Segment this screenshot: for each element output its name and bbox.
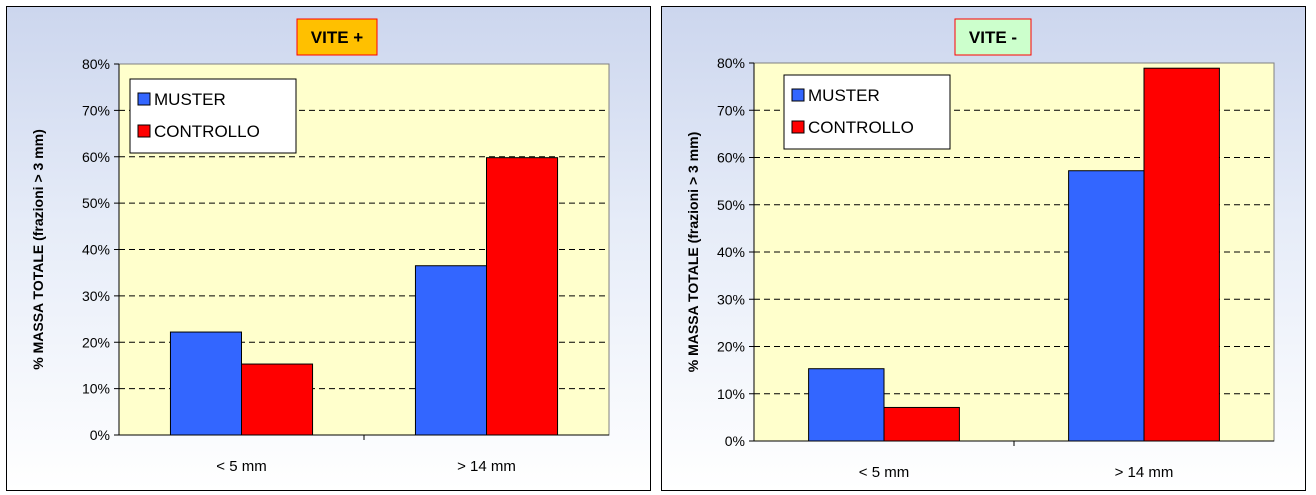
y-tick-label: 30% (82, 288, 110, 304)
bar-chart-vite-minus: 0% 10% 20% 30% 40% 50% 60% 70% 80% < 5 mm > 14 mm%… (685, 18, 1275, 481)
bar-controllo-1 (1143, 67, 1220, 442)
y-tick-label: 60% (717, 150, 745, 166)
legend-box (129, 78, 297, 154)
legend-label-controllo: CONTROLLO (808, 118, 914, 137)
x-category-label: > 14 mm (1115, 464, 1174, 481)
x-category-label: < 5 mm (216, 458, 266, 475)
legend-swatch-muster (137, 92, 151, 106)
y-tick-label: 80% (717, 55, 745, 71)
chart-title: VITE + (311, 28, 364, 47)
bar-muster-1 (1068, 170, 1145, 442)
legend-label-muster: MUSTER (808, 86, 880, 105)
y-tick-label: 20% (717, 339, 745, 355)
bar-chart-vite-plus: 0% 10% 20% 30% 40% 50% 60% 70% 80% < 5 mm > 14 mm%… (30, 18, 610, 475)
y-tick-label: 50% (717, 197, 745, 213)
bar-muster-0 (169, 331, 242, 436)
chart-panel-vite-plus: 0% 10% 20% 30% 40% 50% 60% 70% 80% < 5 mm > 14 mm%… (6, 6, 651, 491)
bar-controllo-1 (486, 157, 559, 436)
chart-title-box (296, 18, 378, 56)
y-tick-label: 70% (717, 102, 745, 118)
y-tick-label: 40% (82, 242, 110, 258)
bar-controllo-0 (883, 406, 960, 442)
y-axis-label: % MASSA TOTALE (frazioni > 3 mm) (685, 132, 701, 373)
y-tick-label: 80% (82, 56, 110, 72)
y-tick-label: 10% (717, 386, 745, 402)
legend-label-controllo: CONTROLLO (154, 122, 260, 141)
legend-box (783, 74, 951, 150)
legend-label-muster: MUSTER (154, 90, 226, 109)
y-tick-label: 0% (90, 427, 110, 443)
y-tick-label: 40% (717, 244, 745, 260)
y-tick-label: 60% (82, 149, 110, 165)
y-tick-label: 70% (82, 102, 110, 118)
x-category-label: > 14 mm (457, 458, 516, 475)
y-axis-label: % MASSA TOTALE (frazioni > 3 mm) (30, 129, 46, 370)
legend-swatch-controllo (137, 124, 151, 138)
y-tick-label: 50% (82, 195, 110, 211)
bar-controllo-0 (241, 363, 314, 436)
bar-muster-1 (414, 265, 488, 436)
x-category-label: < 5 mm (859, 464, 909, 481)
chart-panel-vite-minus: 0% 10% 20% 30% 40% 50% 60% 70% 80% < 5 mm > 14 mm%… (661, 6, 1306, 491)
y-tick-label: 10% (82, 381, 110, 397)
chart-title-box (954, 18, 1032, 56)
legend-swatch-muster (791, 88, 805, 102)
y-tick-label: 20% (82, 334, 110, 350)
y-tick-label: 30% (717, 291, 745, 307)
y-tick-label: 0% (725, 433, 745, 449)
legend-swatch-controllo (791, 120, 805, 134)
bar-muster-0 (808, 368, 885, 442)
chart-title: VITE - (969, 28, 1017, 47)
